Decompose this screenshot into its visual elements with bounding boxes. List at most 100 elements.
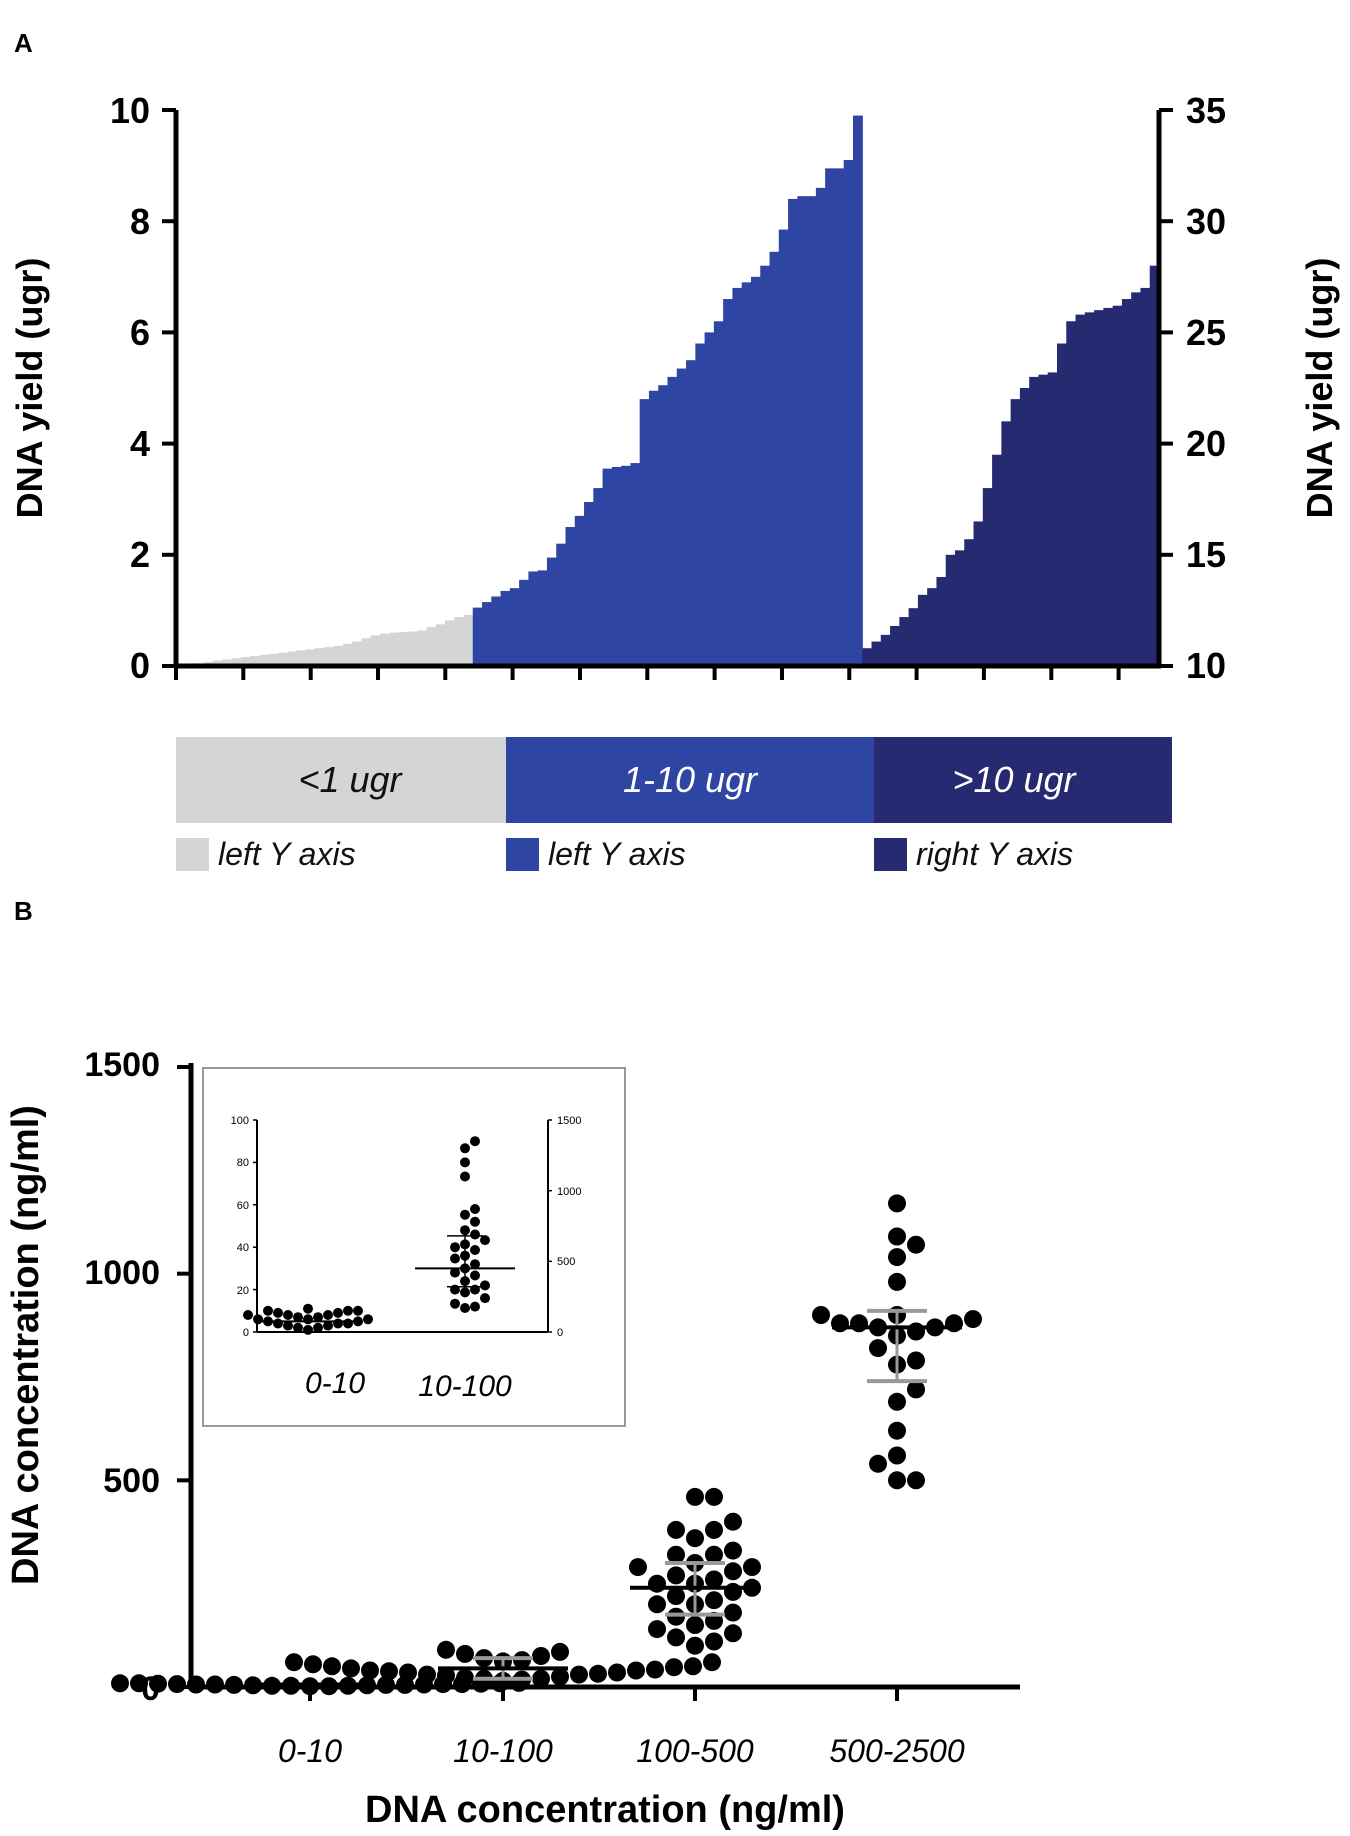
- data-point-10-100: [570, 1665, 588, 1684]
- a-left-tick-label: 0: [130, 645, 150, 686]
- bar-mid: [695, 343, 706, 666]
- data-point-10-100: [684, 1657, 702, 1676]
- bar-low: [417, 630, 427, 666]
- bar-low: [407, 631, 418, 666]
- data-point-10-100: [608, 1663, 626, 1682]
- data-point-100-500: [686, 1636, 704, 1655]
- inset-point-0-10: [313, 1312, 323, 1323]
- data-point-10-100: [342, 1659, 360, 1678]
- inset-point-0-10: [353, 1305, 363, 1316]
- bar-low: [250, 655, 261, 666]
- data-point-500-2500: [888, 1248, 906, 1267]
- data-point-500-2500: [888, 1471, 906, 1490]
- inset-point-10-100: [460, 1171, 470, 1182]
- data-point-10-100: [323, 1657, 341, 1676]
- bar-low: [435, 624, 446, 666]
- data-point-500-2500: [907, 1322, 925, 1341]
- inset-point-0-10: [303, 1303, 313, 1314]
- data-point-100-500: [686, 1487, 704, 1506]
- bar-low: [259, 654, 270, 666]
- bar-low: [268, 653, 279, 666]
- bar-mid: [806, 196, 817, 666]
- bar-high: [1056, 343, 1067, 666]
- bar-high: [880, 634, 891, 666]
- bar-mid: [769, 251, 780, 666]
- inset-point-10-100: [480, 1293, 490, 1304]
- legend-swatch-low: [176, 838, 209, 871]
- inset-point-0-10: [293, 1312, 303, 1323]
- bar-low: [315, 648, 325, 666]
- inset-point-10-100: [460, 1287, 470, 1298]
- inset-point-0-10: [243, 1310, 253, 1320]
- inset-point-10-100: [460, 1209, 470, 1220]
- data-point-100-500: [648, 1620, 666, 1639]
- bar-high: [992, 454, 1002, 666]
- data-point-10-100: [589, 1664, 607, 1683]
- data-point-100-500: [648, 1574, 666, 1593]
- bar-high: [908, 608, 919, 666]
- a-right-tick-label: 15: [1186, 534, 1226, 575]
- a-right-tick-label: 10: [1186, 645, 1226, 686]
- inset-right-tick-label: 1000: [557, 1186, 581, 1198]
- bar-high: [890, 625, 900, 666]
- panel-a-left-ticks: 0 2 4 6 8 10: [110, 90, 150, 686]
- b-y-tick-label: 1000: [84, 1254, 160, 1292]
- data-point-100-500: [705, 1570, 723, 1589]
- bar-high: [1038, 374, 1049, 666]
- inset-point-0-10: [283, 1320, 293, 1331]
- bar-mid: [778, 229, 789, 667]
- data-point-0-10: [225, 1675, 243, 1694]
- bar-high: [936, 577, 947, 666]
- bar-high: [1001, 421, 1012, 666]
- inset-point-10-100: [450, 1242, 460, 1253]
- bar-mid: [676, 368, 687, 666]
- legend-swatch-mid: [506, 838, 539, 871]
- data-point-100-500: [667, 1607, 685, 1626]
- bar-mid: [472, 607, 483, 666]
- data-point-0-10: [206, 1675, 224, 1694]
- data-point-10-100: [285, 1653, 303, 1672]
- inset-point-0-10: [333, 1307, 343, 1318]
- bar-mid: [602, 468, 613, 666]
- data-point-500-2500: [888, 1227, 906, 1246]
- inset-point-0-10: [263, 1305, 273, 1316]
- inset-point-10-100: [470, 1270, 480, 1281]
- data-point-100-500: [724, 1603, 742, 1622]
- bar-low: [287, 651, 298, 666]
- data-point-10-100: [418, 1665, 436, 1684]
- inset-point-10-100: [450, 1267, 460, 1278]
- data-point-500-2500: [945, 1314, 963, 1333]
- bar-high: [964, 539, 975, 666]
- inset-point-10-100: [450, 1253, 460, 1264]
- data-point-100-500: [667, 1545, 685, 1564]
- inset-left-tick-label: 100: [231, 1115, 249, 1127]
- bar-mid: [704, 332, 715, 666]
- inset-left-tick-label: 80: [237, 1157, 249, 1169]
- bar-high: [862, 648, 873, 666]
- data-point-100-500: [686, 1529, 704, 1548]
- data-point-10-100: [304, 1655, 322, 1674]
- data-point-100-500: [648, 1595, 666, 1614]
- inset-point-10-100: [480, 1280, 490, 1291]
- bar-high: [871, 641, 882, 666]
- a-left-tick-label: 8: [130, 201, 150, 242]
- bar-low: [352, 641, 363, 666]
- bar-mid: [491, 596, 502, 666]
- a-right-tick-label: 30: [1186, 201, 1226, 242]
- panel-a-chart: 0 2 4 6 8 10 10 15 20 25 30 35 DNA yield…: [9, 90, 1340, 872]
- data-point-500-2500: [888, 1272, 906, 1291]
- bar-low: [398, 632, 409, 666]
- panel-b-label: B: [14, 896, 33, 926]
- panel-a-x-ticks: [162, 108, 1173, 680]
- bar-mid: [788, 198, 798, 666]
- bar-low: [454, 617, 465, 666]
- bar-mid: [648, 390, 659, 666]
- bar-mid: [713, 321, 724, 666]
- data-point-500-2500: [850, 1314, 868, 1333]
- data-point-500-2500: [907, 1380, 925, 1399]
- bar-mid: [852, 115, 863, 666]
- inset-x-label: 10-100: [418, 1370, 512, 1403]
- data-point-100-500: [667, 1566, 685, 1585]
- inset-point-0-10: [273, 1307, 283, 1318]
- bar-mid: [797, 196, 808, 666]
